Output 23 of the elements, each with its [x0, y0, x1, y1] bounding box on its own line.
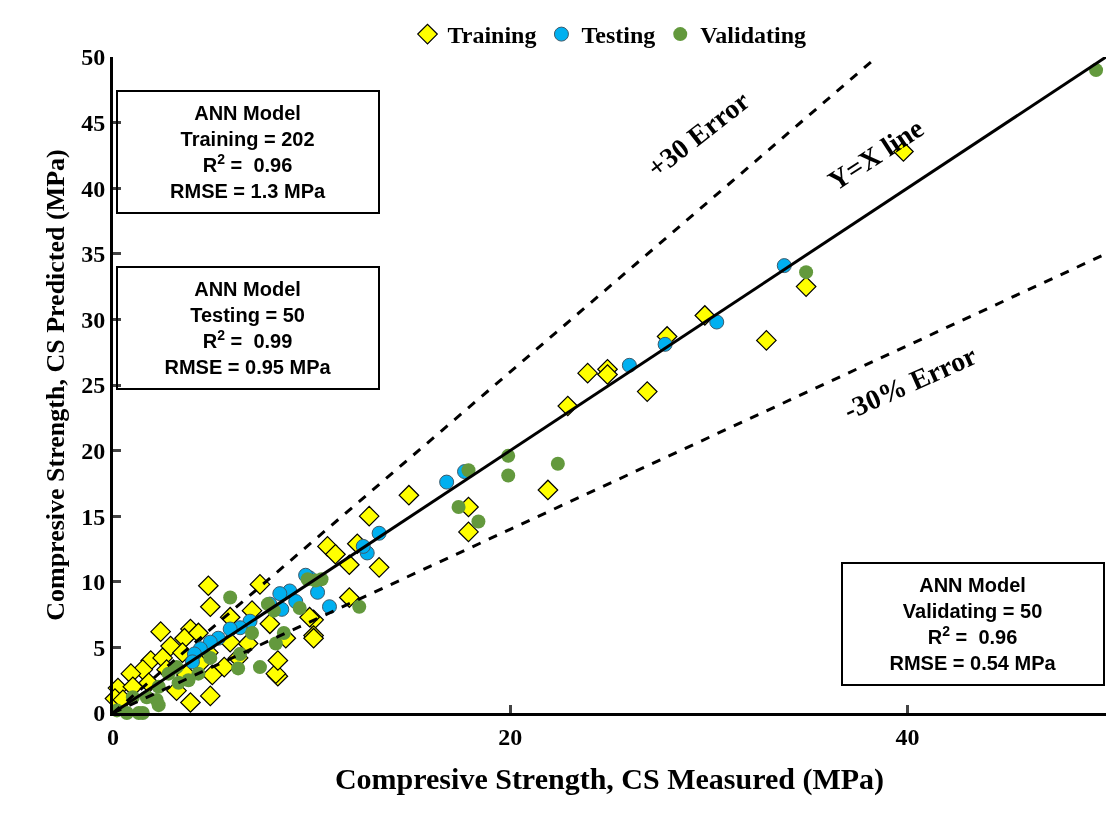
- y-tick-label: 20: [81, 438, 106, 464]
- y-axis-title: Compresive Strength, CS Predicted (MPa): [40, 149, 70, 621]
- annotation: ANN Model Validating = 50 R$^{2}$ = 0.96 RMSE = 0.54 MPa: [889, 574, 1057, 674]
- y-tick-label: 10: [81, 569, 106, 596]
- y-tick-label: 0: [93, 700, 106, 727]
- annotation: ANN Model Training = 202 R$^{2}$ = 0.96 RMSE = 1.3 MPa: [170, 102, 326, 202]
- y-tick-label: 40: [81, 175, 106, 202]
- legend-label: Testing: [581, 22, 656, 49]
- x-axis-title: Compresive Strength, CS Measured (MPa): [334, 762, 885, 797]
- y-tick-label: 45: [81, 110, 106, 136]
- y-tick-label: 15: [81, 503, 106, 530]
- y-tick-label: 50: [81, 44, 106, 71]
- y-tick-label: 35: [81, 241, 106, 268]
- y-tick-label: 5: [93, 634, 106, 661]
- y-tick-label: 30: [81, 306, 106, 333]
- y-tick-label: 25: [81, 372, 106, 399]
- legend-label: Validating: [700, 22, 807, 49]
- legend-label: Training: [447, 22, 537, 49]
- annotation: Y=X line: [822, 112, 930, 197]
- x-tick-label: 40: [895, 723, 920, 750]
- annotation: -30% Error: [838, 339, 982, 426]
- annotation: ANN Model Testing = 50 R$^{2}$ = 0.99 RMSE = 0.95 MPa: [164, 278, 332, 378]
- x-tick-label: 20: [498, 723, 523, 750]
